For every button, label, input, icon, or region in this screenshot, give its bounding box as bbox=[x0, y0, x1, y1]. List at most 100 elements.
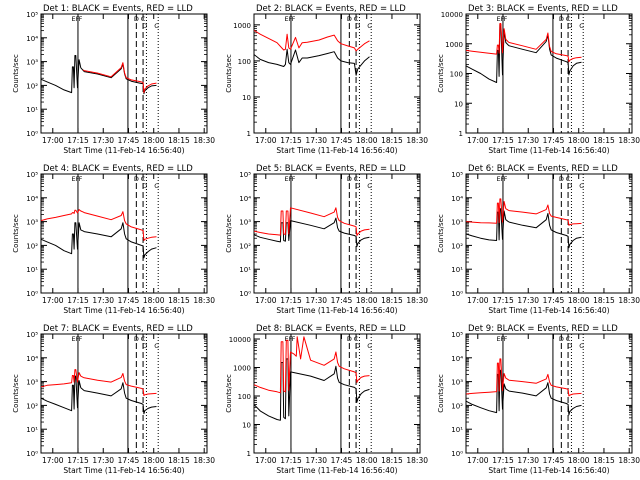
y-tick-label: 1000 bbox=[233, 365, 251, 373]
y-tick-label: 10000 bbox=[441, 11, 463, 19]
x-tick-label: 18:00 bbox=[143, 296, 165, 305]
chart-title: Det 8: BLACK = Events, RED = LLD bbox=[256, 324, 406, 334]
time-marker-label: D bbox=[559, 15, 564, 23]
events-series-line bbox=[40, 375, 157, 415]
time-marker-label: C bbox=[354, 175, 359, 183]
x-axis-label: Start Time (11-Feb-14 16:56:40) bbox=[63, 306, 184, 315]
x-axis-label: Start Time (11-Feb-14 16:56:40) bbox=[276, 306, 397, 315]
x-tick-label: 17:00 bbox=[255, 296, 277, 305]
lld-series-line bbox=[253, 29, 370, 52]
y-tick-label: 10000 bbox=[229, 336, 251, 344]
time-marker-label: EF bbox=[497, 175, 505, 183]
x-axis-label: Start Time (11-Feb-14 16:56:40) bbox=[276, 466, 397, 475]
y-tick-label: 1 bbox=[247, 450, 251, 458]
time-marker-label: F bbox=[504, 175, 508, 183]
time-marker-label: C bbox=[354, 335, 359, 343]
y-tick-label: 1 bbox=[247, 130, 251, 138]
x-tick-label: 17:15 bbox=[492, 296, 514, 305]
x-tick-label: 17:45 bbox=[331, 456, 353, 465]
y-tick-label: 10² bbox=[451, 402, 463, 410]
x-tick-label: 18:30 bbox=[193, 296, 215, 305]
time-marker-label: C bbox=[354, 15, 359, 23]
x-tick-label: 17:30 bbox=[92, 296, 114, 305]
time-marker-label: EF bbox=[285, 175, 293, 183]
x-tick-label: 17:00 bbox=[255, 136, 277, 145]
y-tick-label: 10¹ bbox=[26, 426, 38, 434]
y-tick-label: 10 bbox=[242, 422, 251, 430]
time-marker-label: F bbox=[504, 15, 508, 23]
x-tick-label: 17:15 bbox=[67, 136, 89, 145]
y-tick-label: 10 bbox=[454, 100, 463, 108]
time-marker-label: C bbox=[579, 342, 584, 350]
time-marker-label: C bbox=[367, 342, 372, 350]
x-tick-label: 17:45 bbox=[118, 456, 140, 465]
plot-frame bbox=[465, 333, 633, 454]
x-tick-label: 18:30 bbox=[618, 296, 640, 305]
chart-panel: Det 9: BLACK = Events, RED = LLD Counts/s… bbox=[437, 324, 640, 475]
x-tick-label: 18:30 bbox=[618, 136, 640, 145]
time-marker-label: EF bbox=[72, 175, 80, 183]
x-axis-label: Start Time (11-Feb-14 16:56:40) bbox=[488, 306, 609, 315]
y-tick-label: 10⁴ bbox=[26, 355, 38, 363]
y-tick-label: 10⁴ bbox=[26, 35, 38, 43]
y-tick-label: 10³ bbox=[26, 59, 38, 67]
events-series-line bbox=[465, 23, 582, 83]
x-tick-label: 17:00 bbox=[467, 296, 489, 305]
chart-title: Det 7: BLACK = Events, RED = LLD bbox=[43, 324, 193, 334]
x-tick-label: 17:45 bbox=[118, 136, 140, 145]
y-tick-label: 1000 bbox=[233, 22, 251, 30]
time-marker-label: C bbox=[367, 182, 372, 190]
lld-series-line bbox=[466, 198, 582, 226]
y-tick-label: 10⁴ bbox=[26, 195, 38, 203]
lld-series-line bbox=[253, 207, 370, 236]
chart-title: Det 1: BLACK = Events, RED = LLD bbox=[43, 4, 193, 14]
time-marker-label: F bbox=[292, 175, 296, 183]
x-axis-label: Start Time (11-Feb-14 16:56:40) bbox=[488, 146, 609, 155]
chart-panel: Det 6: BLACK = Events, RED = LLD Counts/s… bbox=[437, 164, 640, 315]
y-tick-label: 10¹ bbox=[239, 266, 251, 274]
chart-panel: Det 5: BLACK = Events, RED = LLD Counts/s… bbox=[225, 164, 428, 315]
x-tick-label: 18:15 bbox=[593, 456, 615, 465]
time-marker-label: C bbox=[154, 342, 159, 350]
time-marker-label: EF bbox=[72, 335, 80, 343]
chart-title: Det 4: BLACK = Events, RED = LLD bbox=[43, 164, 193, 174]
time-marker-label: F bbox=[504, 335, 508, 343]
y-tick-label: 10⁰ bbox=[26, 450, 38, 458]
time-marker-label: D bbox=[559, 335, 564, 343]
y-tick-label: 10² bbox=[239, 242, 251, 250]
time-marker-label: D bbox=[355, 22, 360, 30]
y-tick-label: 10¹ bbox=[451, 266, 463, 274]
time-marker-label: C bbox=[566, 15, 571, 23]
y-axis-label: Counts/sec bbox=[437, 374, 445, 413]
time-marker-label: EF bbox=[285, 335, 293, 343]
x-tick-label: 18:30 bbox=[618, 456, 640, 465]
time-marker-label: C bbox=[141, 335, 146, 343]
time-marker-label: F bbox=[79, 335, 83, 343]
plot-frame bbox=[465, 13, 633, 134]
y-tick-label: 100 bbox=[238, 58, 251, 66]
y-tick-label: 1 bbox=[459, 130, 463, 138]
chart-panel: Det 8: BLACK = Events, RED = LLD Counts/s… bbox=[225, 324, 428, 475]
x-tick-label: 17:15 bbox=[280, 456, 302, 465]
y-tick-label: 10⁵ bbox=[26, 331, 38, 339]
time-marker-label: F bbox=[79, 15, 83, 23]
time-marker-label: F bbox=[292, 15, 296, 23]
y-tick-label: 10² bbox=[26, 82, 38, 90]
plot-frame bbox=[40, 13, 208, 134]
x-tick-label: 18:30 bbox=[406, 456, 428, 465]
lld-series-line bbox=[40, 209, 157, 241]
x-tick-label: 17:00 bbox=[467, 136, 489, 145]
y-tick-label: 10⁰ bbox=[26, 130, 38, 138]
plot-frame bbox=[253, 333, 421, 454]
time-marker-label: D bbox=[355, 182, 360, 190]
y-tick-label: 10⁵ bbox=[26, 11, 38, 19]
chart-title: Det 5: BLACK = Events, RED = LLD bbox=[256, 164, 406, 174]
y-axis-label: Counts/sec bbox=[225, 374, 233, 413]
x-tick-label: 17:45 bbox=[331, 136, 353, 145]
time-marker-label: C bbox=[579, 22, 584, 30]
chart-panel: Det 1: BLACK = Events, RED = LLD Counts/s… bbox=[12, 4, 215, 155]
y-tick-label: 10³ bbox=[451, 219, 463, 227]
x-tick-label: 17:15 bbox=[67, 456, 89, 465]
time-marker-label: C bbox=[367, 22, 372, 30]
x-tick-label: 18:30 bbox=[406, 136, 428, 145]
